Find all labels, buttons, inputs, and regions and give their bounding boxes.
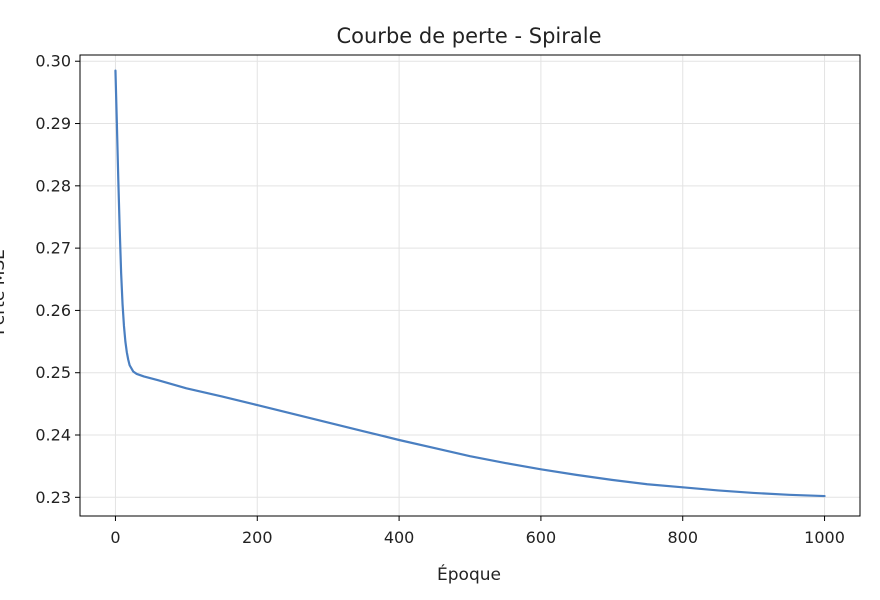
plot-frame [79, 54, 861, 517]
y-tick-label: 0.28 [35, 176, 71, 195]
grid-lines [80, 55, 860, 516]
axis-ticks: 0 200 400 600 800 1000 0.23 0.24 0.25 0.26 0.27 0.2… [35, 52, 845, 547]
x-tick-label: 200 [242, 528, 273, 547]
y-tick-label: 0.27 [35, 239, 71, 258]
x-tick-label: 600 [526, 528, 557, 547]
y-tick-label: 0.25 [35, 363, 71, 382]
y-tick-label: 0.29 [35, 114, 71, 133]
x-axis-title: Époque [437, 563, 501, 585]
y-tick-label: 0.23 [35, 488, 71, 507]
y-tick-label: 0.30 [35, 52, 71, 71]
x-tick-label: 1000 [804, 528, 845, 547]
x-tick-label: 400 [384, 528, 415, 547]
loss-series-line [114, 69, 826, 498]
x-tick-label: 0 [110, 528, 120, 547]
chart-title: Courbe de perte - Spirale [336, 24, 601, 48]
x-tick-label: 800 [667, 528, 698, 547]
series-lines [114, 69, 826, 498]
y-tick-label: 0.26 [35, 301, 71, 320]
y-tick-label: 0.24 [35, 426, 71, 445]
y-axis-title: Perte MSE [0, 249, 9, 335]
